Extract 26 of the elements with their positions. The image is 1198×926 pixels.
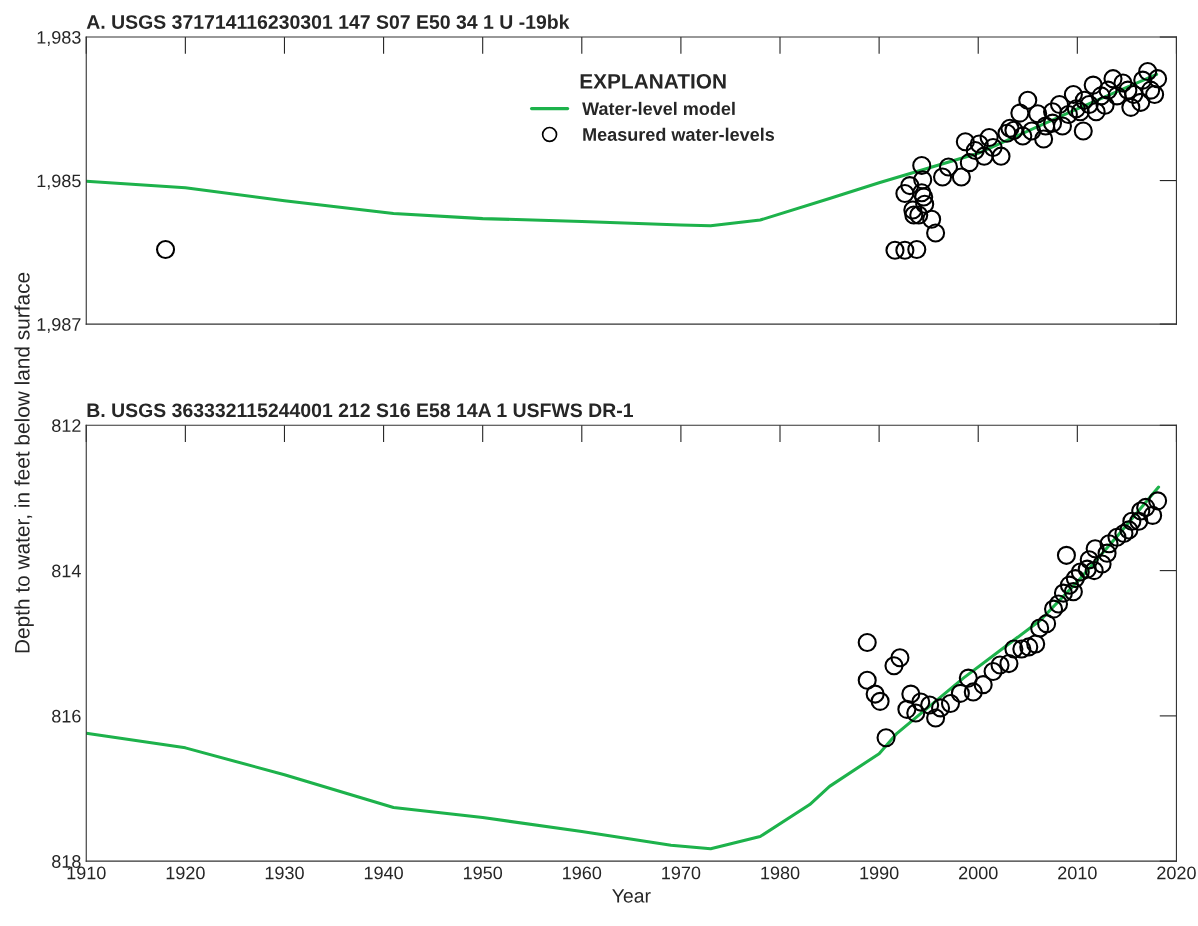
x-tick-label: 1990 — [860, 866, 899, 880]
x-tick-label: 1910 — [67, 866, 106, 880]
legend-label: Water-level model — [582, 101, 735, 116]
x-tick-label: 1930 — [265, 866, 304, 880]
x-axis-title: Year — [612, 889, 651, 903]
legend-label: Measured water-levels — [583, 127, 775, 141]
chart-title: A. USGS 371714116230301 147 S07 E50 34 1 U -19bk — [86, 14, 570, 29]
x-tick-label: 1970 — [662, 866, 701, 880]
y-tick-label: 812 — [52, 419, 81, 433]
y-tick-label: 816 — [52, 709, 81, 723]
legend-title: EXPLANATION — [580, 73, 726, 89]
x-tick-label: 1960 — [563, 866, 602, 880]
x-tick-label: 2010 — [1058, 866, 1097, 880]
x-tick-label: 1940 — [364, 866, 403, 880]
x-tick-label: 1950 — [463, 866, 503, 880]
x-tick-label: 2020 — [1157, 866, 1196, 880]
x-tick-label: 2000 — [959, 866, 998, 880]
y-tick-label: 818 — [52, 855, 81, 868]
y-tick-label: 814 — [52, 564, 81, 578]
y-tick-label: 1,983 — [37, 30, 81, 46]
chart-title: B. USGS 363332115244001 212 S16 E58 14A 1 USFWS DR-1 — [87, 403, 633, 418]
y-axis-title: Depth to water, in feet below land surface — [14, 272, 34, 653]
x-tick-label: 1920 — [166, 866, 205, 880]
x-tick-label: 1980 — [761, 866, 800, 880]
y-tick-label: 1,985 — [37, 174, 81, 190]
y-tick-label: 1,987 — [37, 318, 81, 333]
